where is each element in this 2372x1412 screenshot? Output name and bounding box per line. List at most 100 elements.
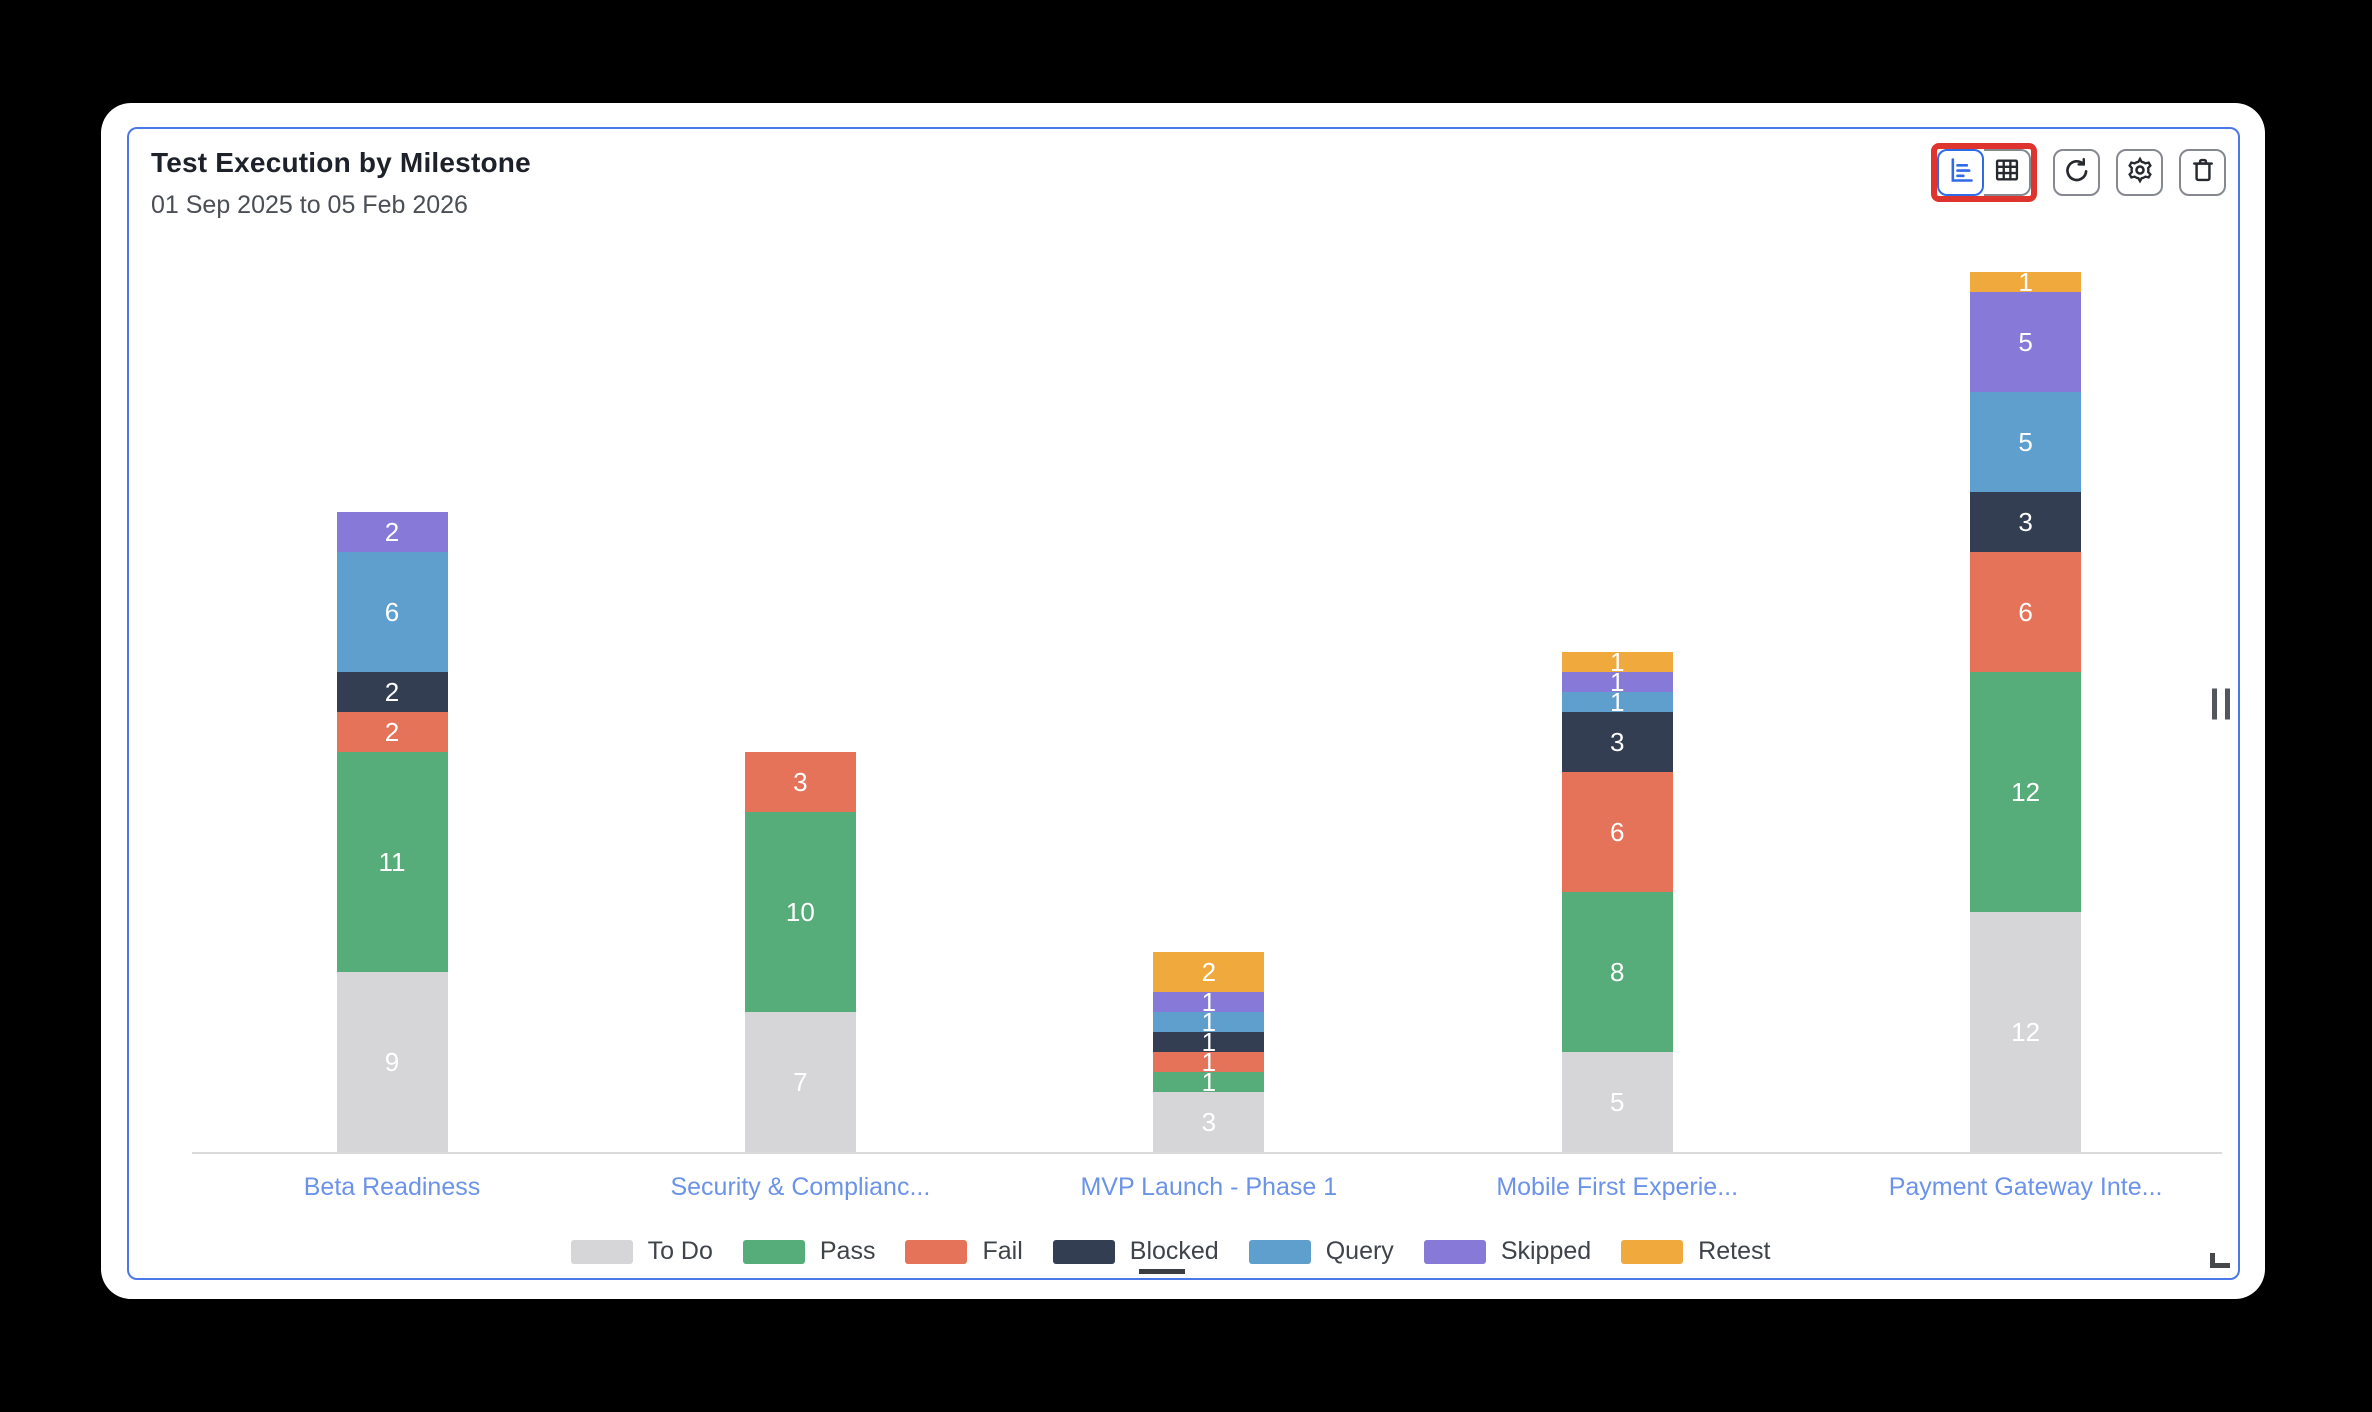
segment-value-label: 3	[1609, 727, 1625, 757]
bar-segment-skipped[interactable]: 1	[1561, 667, 1673, 697]
legend-label: Skipped	[1500, 1237, 1592, 1265]
bar-segment-retest[interactable]: 2	[1153, 952, 1265, 992]
bar-segment-retest[interactable]: 1	[1970, 269, 2082, 295]
segment-value-label: 1	[1201, 987, 1217, 1017]
bar-segment-to-do[interactable]: 3	[1153, 1092, 1265, 1152]
segment-value-label: 1	[1609, 647, 1625, 677]
settings-button[interactable]	[2116, 149, 2163, 196]
x-axis-labels: Beta Readiness Security & Complianc... MVP…	[129, 1173, 2242, 1207]
refresh-button[interactable]	[2053, 149, 2100, 196]
legend-label: Retest	[1698, 1237, 1771, 1265]
bar-segment-query[interactable]: 1	[1561, 687, 1673, 717]
bar-segment-blocked[interactable]: 3	[1970, 492, 2082, 552]
segment-value-label: 7	[793, 1067, 808, 1097]
segment-value-label: 10	[785, 897, 815, 927]
chart-view-button[interactable]	[1937, 149, 1984, 196]
legend-label: To Do	[647, 1237, 713, 1265]
delete-button[interactable]	[2179, 149, 2226, 196]
bar-segment-fail[interactable]: 6	[1970, 552, 2082, 672]
bar-segment-blocked[interactable]: 3	[1561, 712, 1673, 772]
bar-segment-skipped[interactable]: 2	[336, 512, 448, 552]
segment-value-label: 1	[1609, 687, 1625, 717]
refresh-icon	[2063, 156, 2091, 189]
bar-segment-skipped[interactable]: 1	[1153, 987, 1265, 1017]
bar-segment-pass[interactable]: 12	[1970, 672, 2082, 912]
segment-value-label: 6	[2018, 597, 2033, 627]
table-view-button[interactable]	[1984, 149, 2031, 196]
segment-value-label: 11	[378, 847, 406, 877]
segment-value-label: 12	[2011, 1017, 2041, 1047]
x-axis-line	[192, 1152, 2222, 1154]
segment-value-label: 3	[2018, 507, 2033, 537]
legend-item-query[interactable]: Query	[1248, 1237, 1424, 1266]
segment-value-label: 3	[1201, 1107, 1217, 1137]
bar-segment-pass[interactable]: 11	[336, 752, 448, 972]
legend-label: Pass	[819, 1237, 876, 1265]
bar-segment-pass[interactable]: 10	[744, 812, 856, 1012]
segment-value-label: 5	[2018, 327, 2033, 357]
category-label-security-complianc[interactable]: Security & Complianc...	[670, 1173, 931, 1201]
legend-swatch-fail	[905, 1239, 968, 1264]
segment-value-label: 2	[384, 677, 400, 707]
legend-item-pass[interactable]: Pass	[742, 1237, 906, 1266]
table-icon	[1993, 156, 2021, 189]
legend-item-skipped[interactable]: Skipped	[1423, 1237, 1621, 1266]
legend-item-to-do[interactable]: To Do	[570, 1237, 743, 1266]
bar-beta-readiness: 9 11 2 2 6 2	[336, 512, 448, 1152]
bar-segment-query[interactable]: 5	[1970, 392, 2082, 492]
category-label-mobile-first-experie[interactable]: Mobile First Experie...	[1496, 1173, 1739, 1201]
segment-value-label: 1	[1609, 667, 1625, 697]
bar-segment-to-do[interactable]: 9	[336, 972, 448, 1152]
text-cursor-artifact	[1138, 1269, 1185, 1274]
bar-segment-skipped[interactable]: 5	[1970, 292, 2082, 392]
widget-card: Test Execution by Milestone 01 Sep 2025 …	[101, 103, 2265, 1299]
category-label-beta-readiness[interactable]: Beta Readiness	[303, 1173, 481, 1201]
bar-segment-fail[interactable]: 3	[744, 752, 856, 812]
bar-segment-to-do[interactable]: 7	[744, 1012, 856, 1152]
segment-value-label: 6	[1609, 817, 1625, 847]
bar-segment-pass[interactable]: 1	[1153, 1069, 1265, 1095]
legend-swatch-blocked	[1052, 1239, 1115, 1264]
bar-segment-blocked[interactable]: 1	[1153, 1027, 1265, 1057]
segment-value-label: 1	[1201, 1007, 1217, 1037]
chart-legend: To Do Pass Fail Blocked Query Skipped Retest	[129, 1237, 2242, 1274]
segment-value-label: 2	[1201, 957, 1217, 987]
bar-segment-query[interactable]: 1	[1153, 1007, 1265, 1037]
bar-segment-fail[interactable]: 2	[336, 712, 448, 752]
bar-segment-fail[interactable]: 6	[1561, 772, 1673, 892]
bar-segment-fail[interactable]: 1	[1153, 1047, 1265, 1077]
legend-item-fail[interactable]: Fail	[905, 1237, 1052, 1266]
legend-label: Fail	[982, 1237, 1023, 1265]
segment-value-label: 6	[384, 597, 400, 627]
panel-drag-handle[interactable]	[2212, 688, 2230, 719]
panel-resize-handle[interactable]	[2210, 1253, 2230, 1268]
category-label-mvp-launch-phase-1[interactable]: MVP Launch - Phase 1	[1080, 1173, 1338, 1201]
bar-chart-icon	[1947, 156, 1975, 189]
bar-security-complianc: 7 10 3	[744, 752, 856, 1152]
bar-segment-to-do[interactable]: 12	[1970, 912, 2082, 1152]
segment-value-label: 1	[1201, 1047, 1217, 1077]
category-label-payment-gateway-inte[interactable]: Payment Gateway Inte...	[1888, 1173, 2163, 1201]
bar-segment-query[interactable]: 6	[336, 552, 448, 672]
segment-value-label: 8	[1609, 957, 1625, 987]
gear-icon	[2126, 156, 2154, 189]
segment-value-label: 9	[384, 1047, 400, 1077]
legend-swatch-query	[1248, 1239, 1311, 1264]
legend-label: Query	[1325, 1237, 1394, 1265]
bar-segment-to-do[interactable]: 5	[1561, 1052, 1673, 1152]
legend-swatch-retest	[1621, 1239, 1684, 1264]
legend-swatch-skipped	[1423, 1239, 1486, 1264]
segment-value-label: 1	[1201, 1027, 1217, 1057]
bar-payment-gateway-inte: 12 12 6 3 5 5 1	[1970, 269, 2082, 1152]
segment-value-label: 5	[2018, 427, 2033, 457]
legend-label: Blocked	[1129, 1237, 1219, 1265]
segment-value-label: 2	[384, 717, 400, 747]
legend-swatch-to-do	[570, 1239, 633, 1264]
bar-segment-pass[interactable]: 8	[1561, 892, 1673, 1052]
legend-item-blocked[interactable]: Blocked	[1052, 1237, 1249, 1274]
segment-value-label: 5	[1609, 1087, 1625, 1117]
bar-segment-retest[interactable]: 1	[1561, 647, 1673, 677]
bar-segment-blocked[interactable]: 2	[336, 672, 448, 712]
legend-item-retest[interactable]: Retest	[1621, 1237, 1800, 1266]
